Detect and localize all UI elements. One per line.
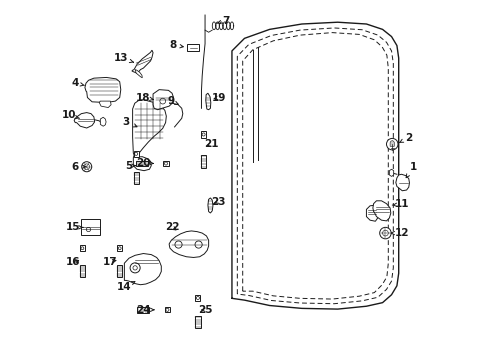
Text: 10: 10: [62, 111, 80, 121]
Text: 25: 25: [198, 305, 213, 315]
Text: 12: 12: [390, 228, 409, 238]
Polygon shape: [205, 93, 210, 110]
Text: 16: 16: [66, 257, 80, 267]
Polygon shape: [137, 307, 149, 312]
Polygon shape: [74, 113, 94, 128]
Polygon shape: [164, 307, 170, 312]
Text: 20: 20: [136, 158, 153, 168]
Text: 1: 1: [405, 162, 416, 178]
Text: 14: 14: [117, 282, 135, 292]
Polygon shape: [133, 151, 139, 157]
FancyBboxPatch shape: [81, 220, 100, 234]
Polygon shape: [163, 161, 168, 166]
Polygon shape: [395, 174, 408, 191]
Text: 24: 24: [136, 305, 154, 315]
Polygon shape: [80, 246, 84, 251]
Text: 2: 2: [399, 133, 411, 143]
Polygon shape: [201, 131, 206, 138]
Circle shape: [386, 138, 397, 150]
Polygon shape: [366, 205, 377, 221]
Polygon shape: [135, 69, 142, 78]
Text: 3: 3: [122, 117, 137, 127]
Text: 8: 8: [169, 40, 183, 50]
Polygon shape: [132, 100, 166, 158]
Text: 4: 4: [71, 78, 84, 88]
Polygon shape: [201, 154, 206, 168]
Circle shape: [81, 162, 92, 172]
Text: 15: 15: [66, 222, 83, 232]
Bar: [187, 44, 198, 51]
Polygon shape: [136, 161, 148, 166]
Polygon shape: [117, 265, 122, 277]
Text: 22: 22: [164, 222, 179, 232]
Polygon shape: [99, 101, 111, 108]
Polygon shape: [169, 231, 208, 257]
Polygon shape: [153, 90, 173, 110]
Text: 18: 18: [136, 93, 153, 103]
Text: 19: 19: [211, 93, 225, 103]
Polygon shape: [207, 198, 212, 213]
Polygon shape: [80, 265, 85, 277]
Polygon shape: [85, 77, 121, 103]
Text: 13: 13: [113, 53, 133, 63]
Polygon shape: [133, 172, 139, 184]
Text: 9: 9: [167, 96, 178, 106]
Polygon shape: [100, 117, 106, 126]
Polygon shape: [133, 156, 151, 171]
Text: 5: 5: [125, 161, 135, 171]
Circle shape: [130, 263, 140, 273]
Text: 11: 11: [391, 199, 409, 210]
Polygon shape: [117, 246, 122, 251]
Circle shape: [379, 227, 390, 239]
Polygon shape: [195, 316, 200, 328]
Text: 6: 6: [71, 162, 85, 172]
Polygon shape: [372, 201, 390, 221]
Text: 23: 23: [211, 197, 225, 207]
Text: 17: 17: [102, 257, 117, 267]
Text: 21: 21: [204, 139, 218, 149]
Polygon shape: [132, 50, 153, 73]
Polygon shape: [388, 169, 393, 176]
Polygon shape: [389, 140, 394, 146]
Polygon shape: [124, 253, 161, 285]
Polygon shape: [195, 295, 200, 301]
Text: 7: 7: [216, 16, 229, 26]
